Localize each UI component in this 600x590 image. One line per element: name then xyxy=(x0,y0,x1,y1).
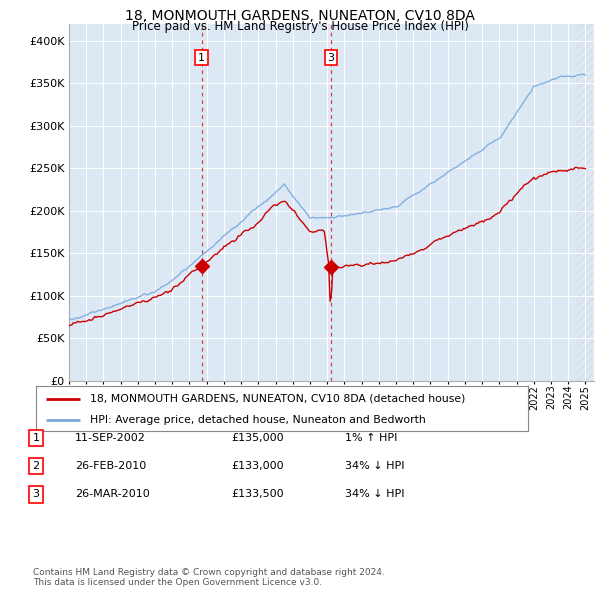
Text: 1% ↑ HPI: 1% ↑ HPI xyxy=(345,433,397,442)
Text: £133,000: £133,000 xyxy=(231,461,284,471)
Text: 34% ↓ HPI: 34% ↓ HPI xyxy=(345,490,404,499)
Text: 34% ↓ HPI: 34% ↓ HPI xyxy=(345,461,404,471)
Text: 26-MAR-2010: 26-MAR-2010 xyxy=(75,490,150,499)
Text: £135,000: £135,000 xyxy=(231,433,284,442)
Text: 26-FEB-2010: 26-FEB-2010 xyxy=(75,461,146,471)
Text: 18, MONMOUTH GARDENS, NUNEATON, CV10 8DA: 18, MONMOUTH GARDENS, NUNEATON, CV10 8DA xyxy=(125,9,475,24)
Text: Contains HM Land Registry data © Crown copyright and database right 2024.
This d: Contains HM Land Registry data © Crown c… xyxy=(33,568,385,587)
Text: HPI: Average price, detached house, Nuneaton and Bedworth: HPI: Average price, detached house, Nune… xyxy=(90,415,426,425)
Text: 3: 3 xyxy=(328,53,335,63)
Text: 3: 3 xyxy=(32,490,40,499)
Text: Price paid vs. HM Land Registry's House Price Index (HPI): Price paid vs. HM Land Registry's House … xyxy=(131,20,469,33)
Text: 1: 1 xyxy=(32,433,40,442)
Text: 2: 2 xyxy=(32,461,40,471)
Text: 11-SEP-2002: 11-SEP-2002 xyxy=(75,433,146,442)
Text: 1: 1 xyxy=(198,53,205,63)
Text: 18, MONMOUTH GARDENS, NUNEATON, CV10 8DA (detached house): 18, MONMOUTH GARDENS, NUNEATON, CV10 8DA… xyxy=(90,394,466,404)
Text: £133,500: £133,500 xyxy=(231,490,284,499)
